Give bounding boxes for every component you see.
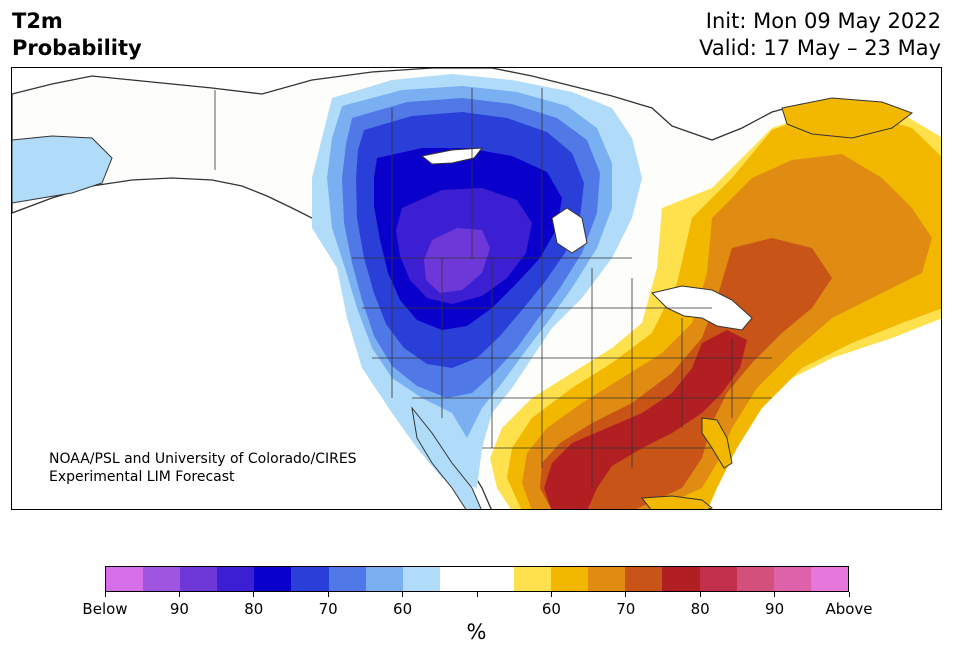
colorbar-cell: [180, 567, 218, 591]
colorbar-tick: [476, 592, 478, 597]
title-line-1: T2m: [12, 9, 63, 33]
credit-text: NOAA/PSL and University of Colorado/CIRE…: [49, 450, 357, 486]
colorbar-tick: [625, 592, 627, 597]
colorbar-unit: %: [466, 620, 487, 644]
forecast-dates: Init: Mon 09 May 2022 Valid: 17 May – 23…: [699, 8, 941, 62]
colorbar-tick-label: 60: [393, 600, 413, 618]
colorbar-cell: [402, 567, 440, 591]
colorbar-cell: [143, 567, 181, 591]
colorbar-tick-label: 90: [765, 600, 785, 618]
colorbar-cell: [291, 567, 329, 591]
colorbar-tick: [104, 592, 106, 597]
above-75-region: [544, 330, 747, 509]
forecast-map: [11, 67, 942, 510]
colorbar-cell: [439, 567, 477, 591]
alaska-cold: [12, 135, 113, 204]
colorbar-tick: [699, 592, 701, 597]
colorbar-cell: [254, 567, 292, 591]
colorbar-tick-label: 70: [318, 600, 338, 618]
colorbar-tick-label: 80: [690, 600, 710, 618]
colorbar-tick-label: 60: [541, 600, 561, 618]
colorbar-cell: [217, 567, 255, 591]
colorbar-tick-label: 70: [616, 600, 636, 618]
credit-line-1: NOAA/PSL and University of Colorado/CIRE…: [49, 451, 357, 467]
colorbar-cell: [810, 567, 848, 591]
colorbar-tick-label: 80: [244, 600, 264, 618]
colorbar-cell: [106, 567, 144, 591]
colorbar-cell: [551, 567, 589, 591]
colorbar-tick: [402, 592, 404, 597]
colorbar-tick-label: 90: [169, 600, 189, 618]
colorbar-tick: [327, 592, 329, 597]
colorbar-cell: [514, 567, 552, 591]
colorbar-cell: [625, 567, 663, 591]
baja-peninsula: [411, 406, 482, 509]
colorbar-ticks: Below 90 80 70 60 60 70 80 90 Above: [82, 592, 873, 618]
init-date: Init: Mon 09 May 2022: [705, 9, 941, 33]
greenland: [781, 97, 914, 139]
state-borders: [214, 88, 772, 488]
caribbean-islands: [641, 495, 714, 509]
florida: [701, 417, 733, 469]
colorbar-tick: [178, 592, 180, 597]
title-line-2: Probability: [12, 36, 142, 60]
colorbar-tick-label: Below: [82, 600, 128, 618]
credit-line-2: Experimental LIM Forecast: [49, 469, 235, 485]
map-title: T2m Probability: [12, 8, 142, 62]
map-canvas: [12, 68, 941, 509]
below-90-region: [424, 228, 490, 293]
colorbar-cell: [328, 567, 366, 591]
colorbar-tick-label: Above: [825, 600, 873, 618]
colorbar-cell: [773, 567, 811, 591]
colorbar-cell: [736, 567, 774, 591]
colorbar-cell: [365, 567, 403, 591]
colorbar-cell: [588, 567, 626, 591]
hudson-bay-lake: [551, 207, 588, 254]
colorbar: [105, 566, 849, 592]
colorbar-cell: [699, 567, 737, 591]
colorbar-tick: [774, 592, 776, 597]
great-bear-lake: [420, 147, 484, 165]
colorbar-cell: [662, 567, 700, 591]
colorbar-cell: [476, 567, 515, 591]
colorbar-tick: [848, 592, 850, 597]
valid-date: Valid: 17 May – 23 May: [699, 36, 941, 60]
colorbar-tick: [253, 592, 255, 597]
colorbar-tick: [550, 592, 552, 597]
